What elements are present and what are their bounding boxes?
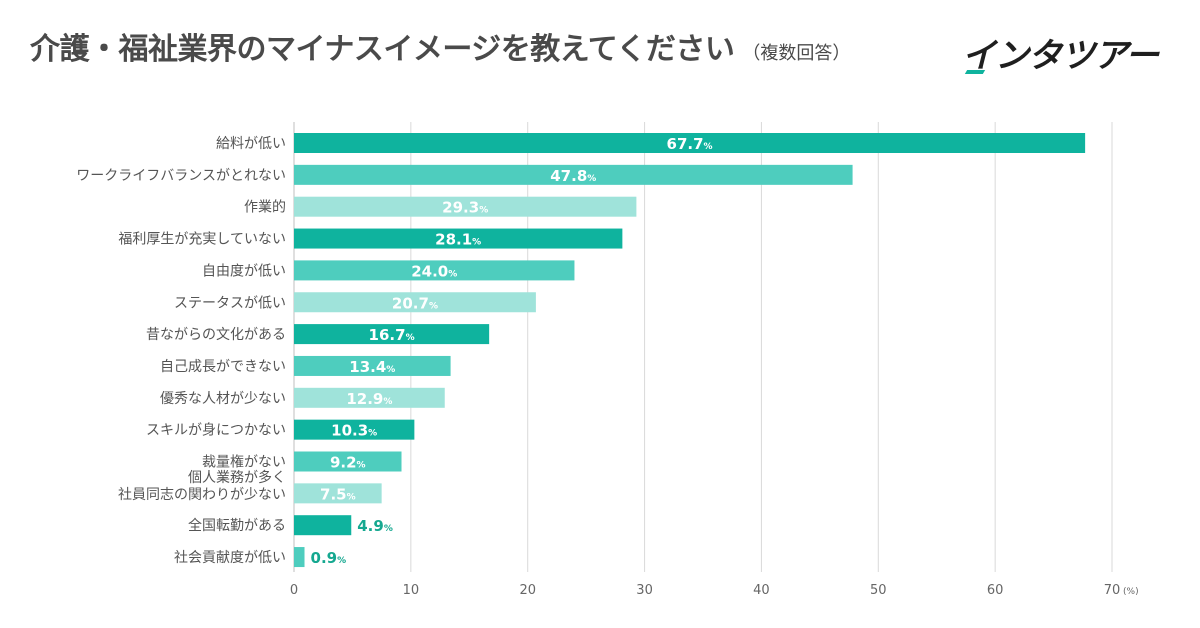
x-tick-label-60: 60 [987,583,1004,598]
bar-9 [294,419,415,440]
data-label-unit-9: % [368,429,377,439]
bar-2 [294,196,637,217]
chart-title-note: （複数回答） [742,43,851,64]
bar-4 [294,260,575,281]
data-label-unit-1: % [587,174,596,184]
bar-12 [294,515,352,536]
data-label-value-8: 12.9 [346,390,383,408]
data-label-13: 0.9% [311,549,347,567]
bar-0 [294,133,1086,153]
bar-10 [294,451,402,472]
data-label-value-1: 47.8 [550,167,587,185]
data-label-value-7: 13.4 [349,358,386,376]
data-label-unit-8: % [383,397,392,407]
data-label-unit-6: % [406,333,415,343]
x-axis-unit: (%) [1123,587,1139,597]
data-label-value-12: 4.9 [357,517,384,535]
data-label-0: 67.7% [667,135,713,153]
bar-1 [294,164,853,185]
data-label-value-3: 28.1 [435,231,472,249]
data-label-value-13: 0.9 [311,549,338,567]
data-label-3: 28.1% [435,231,481,249]
brand-logo: インタツアー [962,26,1174,76]
chart-title: 介護・福祉業界のマイナスイメージを教えてください （複数回答） [30,24,850,74]
x-tick-label-10: 10 [403,583,420,598]
category-label-9: スキルが身につかない [146,423,286,439]
x-tick-label-50: 50 [870,583,887,598]
data-label-unit-5: % [429,301,438,311]
bar-3 [294,228,623,249]
category-label-12: 全国転勤がある [188,517,286,534]
data-label-value-11: 7.5 [320,485,347,503]
category-label-2: 作業的 [244,200,286,216]
data-label-unit-3: % [472,238,481,248]
category-label-13: 社会貢献度が低い [174,550,286,566]
category-label-7: 自己成長ができない [160,359,286,375]
x-tick-label-70: 70 [1104,583,1121,598]
bar-6 [294,324,490,345]
data-label-value-2: 29.3 [442,199,479,217]
category-label-11-0: 個人業務が多く [188,469,286,486]
data-label-value-10: 9.2 [330,454,357,472]
category-label-1: ワークライフバランスがとれない [76,168,286,184]
data-label-2: 29.3% [442,199,488,217]
x-tick-label-30: 30 [636,583,653,598]
bar-13 [294,547,305,568]
data-label-value-0: 67.7 [667,135,704,153]
bar-8 [294,387,445,408]
category-label-0: 給料が低い [216,136,286,152]
data-label-5: 20.7% [392,294,438,312]
bar-7 [294,355,451,376]
data-label-value-4: 24.0 [411,262,448,280]
data-label-unit-11: % [347,492,356,502]
data-label-unit-0: % [704,142,713,152]
data-label-unit-10: % [357,461,366,471]
data-label-10: 9.2% [330,454,366,472]
category-label-5: ステータスが低い [174,295,286,311]
data-label-9: 10.3% [331,422,377,440]
data-label-value-9: 10.3 [331,422,368,440]
category-label-8: 優秀な人材が少ない [160,391,286,407]
data-label-7: 13.4% [349,358,395,376]
x-tick-label-0: 0 [290,583,298,598]
x-tick-label-40: 40 [753,583,770,598]
data-label-unit-2: % [479,206,488,216]
data-label-value-6: 16.7 [369,326,406,344]
category-label-6: 昔ながらの文化がある [146,327,286,343]
data-label-value-5: 20.7 [392,294,429,312]
bar-11 [294,483,382,504]
data-label-4: 24.0% [411,262,457,280]
data-label-1: 47.8% [550,167,596,185]
category-label-11-1: 社員同志の関わりが少ない [118,487,286,503]
data-label-11: 7.5% [320,485,356,503]
data-label-unit-7: % [386,365,395,375]
data-label-8: 12.9% [346,390,392,408]
data-label-unit-12: % [384,524,393,534]
data-label-12: 4.9% [357,517,393,535]
brand-logo-text: インタツアー [962,36,1159,76]
data-label-6: 16.7% [369,326,415,344]
bar-5 [294,292,536,313]
x-tick-label-20: 20 [519,583,536,598]
category-label-3: 福利厚生が充実していない [118,232,286,248]
chart-title-main: 介護・福祉業界のマイナスイメージを教えてください [30,32,735,67]
data-label-unit-4: % [448,269,457,279]
category-label-10: 裁量権がない [202,454,286,471]
category-label-4: 自由度が低い [202,263,286,279]
data-label-unit-13: % [337,556,346,566]
